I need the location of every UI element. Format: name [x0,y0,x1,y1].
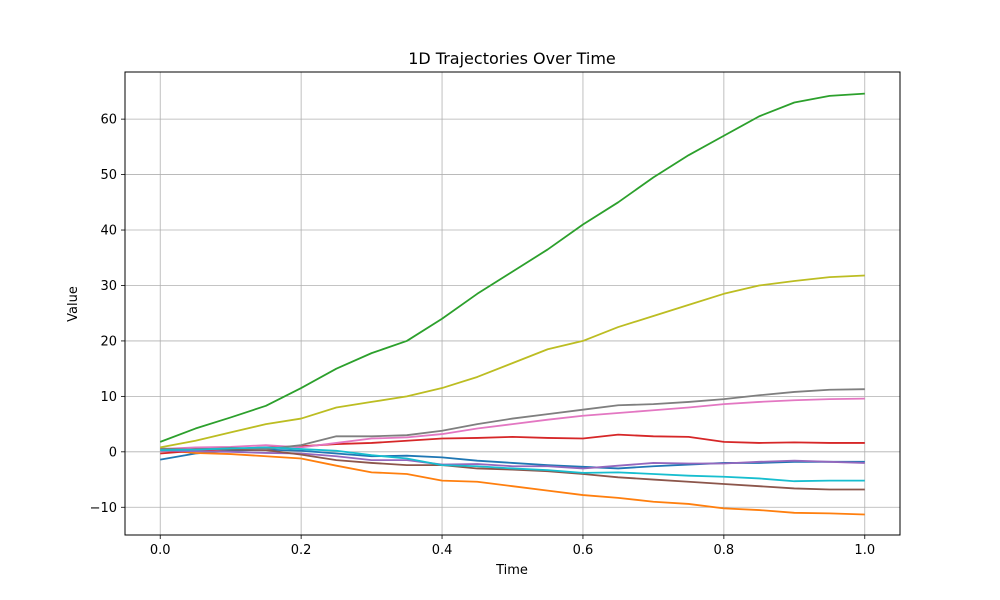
y-tick-label: 40 [100,224,117,239]
x-tick-label: 0.8 [714,543,735,558]
y-tick-label: 20 [100,334,117,349]
y-tick-label: 30 [100,279,117,294]
series-line-5 [160,449,865,470]
y-tick-label: 60 [100,113,117,128]
y-tick-label: 10 [100,390,117,405]
y-tick-label: −10 [90,501,117,516]
y-tick-label: 50 [100,168,117,183]
x-tick-label: 1.0 [854,543,875,558]
series-line-3 [159,92,865,443]
x-tick-label: 0.4 [432,543,453,558]
grid [125,72,900,535]
x-tick-label: 0.6 [573,543,594,558]
chart-title: 1D Trajectories Over Time [408,49,616,68]
y-axis-label: Value [66,286,81,322]
y-tick-label: 0 [109,445,117,460]
x-tick-label: 0.0 [150,543,171,558]
axis-ticks: 0.0 0.2 0.4 0.6 0.8 1.0 −10 0 10 20 30 40 50 60 [90,113,876,558]
series-line-9 [160,274,865,449]
series-line-2 [160,449,865,516]
x-tick-label: 0.2 [291,543,312,558]
series-line-7 [160,397,865,450]
series-line-10 [160,446,865,483]
series-lines [159,92,865,516]
x-axis-label: Time [495,563,528,578]
series-line-6 [160,447,865,491]
plot-area-frame [124,71,901,536]
